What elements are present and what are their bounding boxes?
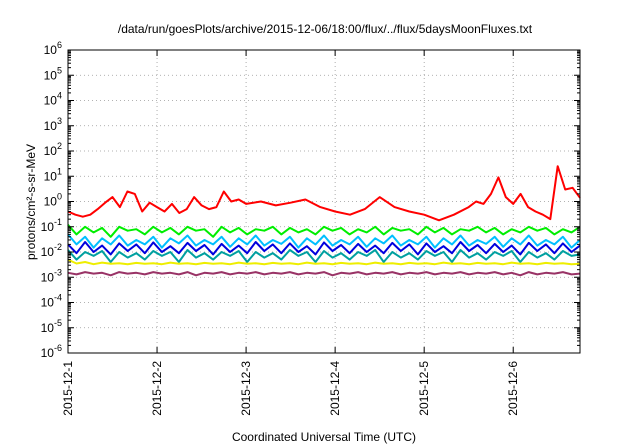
grid-lines xyxy=(68,50,580,353)
series-line-6 xyxy=(67,258,581,266)
x-tick-label: 2015-12-2 xyxy=(150,361,164,416)
y-tick-label: 10-4 xyxy=(41,293,62,310)
x-tick-label: 2015-12-3 xyxy=(239,361,253,416)
y-tick-label: 105 xyxy=(44,65,62,82)
y-axis-label: protons/cm²-s-sr-MeV xyxy=(24,144,38,260)
series-line-1 xyxy=(67,165,581,222)
y-tick-label: 10-5 xyxy=(41,318,62,335)
y-tick-label: 10-2 xyxy=(41,242,62,259)
x-tick-label: 2015-12-4 xyxy=(328,361,342,416)
y-tick-label: 103 xyxy=(44,116,62,133)
y-tick-label: 10-6 xyxy=(41,343,62,360)
x-tick-label: 2015-12-6 xyxy=(506,361,520,416)
series-line-4 xyxy=(67,241,581,256)
y-tick-label: 106 xyxy=(44,40,62,57)
series-line-5 xyxy=(67,249,581,263)
y-tick-label: 10-3 xyxy=(41,267,62,284)
series-line-3 xyxy=(67,233,581,249)
x-tick-label: 2015-12-5 xyxy=(417,361,431,416)
chart-title: /data/run/goesPlots/archive/2015-12-06/1… xyxy=(118,22,533,36)
x-axis-label: Coordinated Universal Time (UTC) xyxy=(232,430,416,444)
axis-ticks xyxy=(67,49,580,354)
y-tick-label: 102 xyxy=(44,141,62,158)
y-tick-label: 104 xyxy=(44,91,62,108)
x-tick-label: 2015-12-1 xyxy=(61,361,75,416)
y-tick-label: 101 xyxy=(44,166,62,183)
series-line-2 xyxy=(67,224,581,238)
data-series-group xyxy=(67,165,581,277)
y-tick-label: 10-1 xyxy=(41,217,62,234)
series-line-7 xyxy=(67,271,581,277)
x-tick-labels: 2015-12-1 2015-12-2 2015-12-3 2015-12-4 2015… xyxy=(61,361,520,416)
y-tick-labels: 10-6 10-5 10-4 10-3 10-2 10-1 100 101 102 103 104 1… xyxy=(41,40,62,360)
y-tick-label: 100 xyxy=(44,192,62,209)
